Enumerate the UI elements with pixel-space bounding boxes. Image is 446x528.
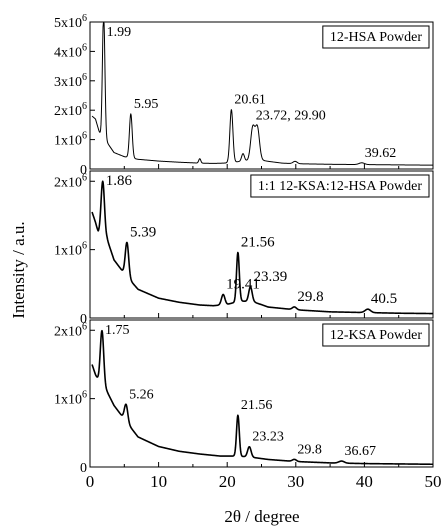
panel-title: 12-KSA Powder [330,328,423,343]
peak-label: 19.41 [226,276,260,292]
y-tick-label: 5x106 [54,13,87,31]
y-tick-label: 2x106 [54,101,87,119]
panel-title: 12-HSA Powder [330,30,423,45]
peak-label: 21.56 [241,398,273,413]
peak-label: 20.61 [234,93,265,108]
peak-label: 29.8 [297,442,322,457]
peak-label: 21.56 [241,234,275,250]
panel-title: 1:1 12-KSA:12-HSA Powder [258,179,422,194]
y-tick-label: 1x106 [54,390,87,408]
peak-label: 1.75 [105,323,130,338]
spectrum-line [91,22,434,166]
y-tick-label: 2x106 [54,172,87,190]
peak-label: 5.26 [129,387,154,402]
peak-label: 23.39 [253,269,287,285]
y-tick-label: 0 [80,163,87,178]
spectrum-line [91,180,434,315]
y-tick-label: 3x106 [54,72,87,90]
y-tick-label: 2x106 [54,321,87,339]
panel-title-box [322,323,430,347]
peak-label: 1.86 [106,173,133,189]
x-tick-label: 10 [150,472,167,491]
y-axis-label: Intensity / a.u. [9,221,28,318]
x-tick-label: 20 [219,472,236,491]
y-tick-label: 0 [80,312,87,327]
y-tick-label: 1x106 [54,131,87,149]
y-tick-label: 0 [80,461,87,476]
x-tick-label: 30 [287,472,304,491]
y-tick-label: 4x106 [54,42,87,60]
x-axis-label: 2θ / degree [224,507,299,526]
peak-label: 40.5 [371,291,397,307]
peak-label: 23.72, 29.90 [256,109,326,124]
spectrum-line [91,329,434,466]
peak-label: 23.23 [252,430,283,445]
panel-title-box [322,25,430,49]
x-tick-label: 40 [356,472,373,491]
peak-label: 29.8 [297,289,323,305]
panel-title-box [250,174,430,198]
peak-label: 5.39 [130,224,156,240]
peak-label: 39.62 [365,146,397,161]
peak-label: 5.95 [134,97,159,112]
peak-label: 1.99 [107,25,132,40]
y-tick-label: 1x106 [54,241,87,259]
peak-label: 36.67 [345,444,377,459]
x-tick-label: 50 [425,472,442,491]
x-tick-label: 0 [86,472,95,491]
